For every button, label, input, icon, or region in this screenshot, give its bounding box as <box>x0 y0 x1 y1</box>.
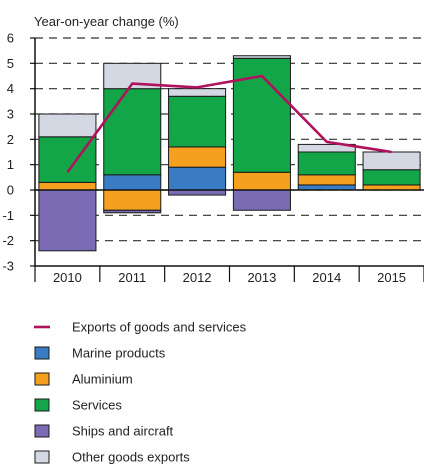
y-tick-label: -1 <box>2 208 14 223</box>
bar-segment <box>38 113 97 138</box>
bar-segment <box>103 88 162 176</box>
bar-segment <box>103 209 162 214</box>
bar-segment <box>103 174 162 191</box>
bars <box>38 55 421 252</box>
bar-segment <box>38 189 97 252</box>
bar-segment <box>362 151 421 171</box>
bar-segment <box>232 189 291 211</box>
bar-segment <box>362 184 421 191</box>
y-tick-label: 0 <box>7 183 14 198</box>
legend-label: Aluminium <box>72 372 133 387</box>
legend-swatch <box>34 398 50 412</box>
x-tick-label: 2015 <box>377 270 406 285</box>
bar-segment <box>232 171 291 191</box>
legend-swatch <box>34 424 50 438</box>
y-tick-label: 6 <box>7 31 14 46</box>
legend-swatch <box>34 450 50 464</box>
legend: Exports of goods and services Marine prod… <box>34 320 247 465</box>
bar-segment <box>297 184 356 191</box>
bar-segment <box>168 166 227 191</box>
y-axis-label: Year-on-year change (%) <box>34 14 179 29</box>
axes: -3 -2 -1 0 1 2 3 4 5 6 2010 2011 2012 2013 2014 2015 <box>2 31 424 285</box>
bar-segment <box>38 181 97 191</box>
y-tick-label: 5 <box>7 56 14 71</box>
y-tick-label: 3 <box>7 107 14 122</box>
y-tick-label: 1 <box>7 157 14 172</box>
bar-segment <box>168 95 227 148</box>
x-tick-label: 2010 <box>53 270 82 285</box>
bar-segment <box>232 55 291 59</box>
x-tick-label: 2012 <box>183 270 212 285</box>
x-tick-label: 2013 <box>247 270 276 285</box>
x-tick-label: 2014 <box>312 270 341 285</box>
legend-swatch <box>34 346 50 360</box>
bar-segment <box>168 189 227 196</box>
y-tick-label: -2 <box>2 233 14 248</box>
legend-label: Exports of goods and services <box>72 320 247 335</box>
bar-segment <box>103 189 162 211</box>
bar-segment <box>362 169 421 186</box>
legend-swatch <box>34 372 50 386</box>
legend-label: Ships and aircraft <box>72 424 174 439</box>
legend-label: Services <box>72 398 122 413</box>
y-tick-label: 4 <box>7 81 14 96</box>
bar-segment <box>297 143 356 153</box>
bar-segment <box>297 151 356 176</box>
line-series <box>66 74 392 174</box>
bar-segment <box>297 174 356 186</box>
bar-segment <box>168 146 227 168</box>
y-tick-label: -3 <box>2 259 14 274</box>
x-tick-label: 2011 <box>118 270 146 285</box>
legend-label: Marine products <box>72 346 166 361</box>
exports-line <box>66 74 392 174</box>
legend-label: Other goods exports <box>72 450 190 465</box>
y-tick-label: 2 <box>7 132 14 147</box>
bar-segment <box>168 88 227 97</box>
